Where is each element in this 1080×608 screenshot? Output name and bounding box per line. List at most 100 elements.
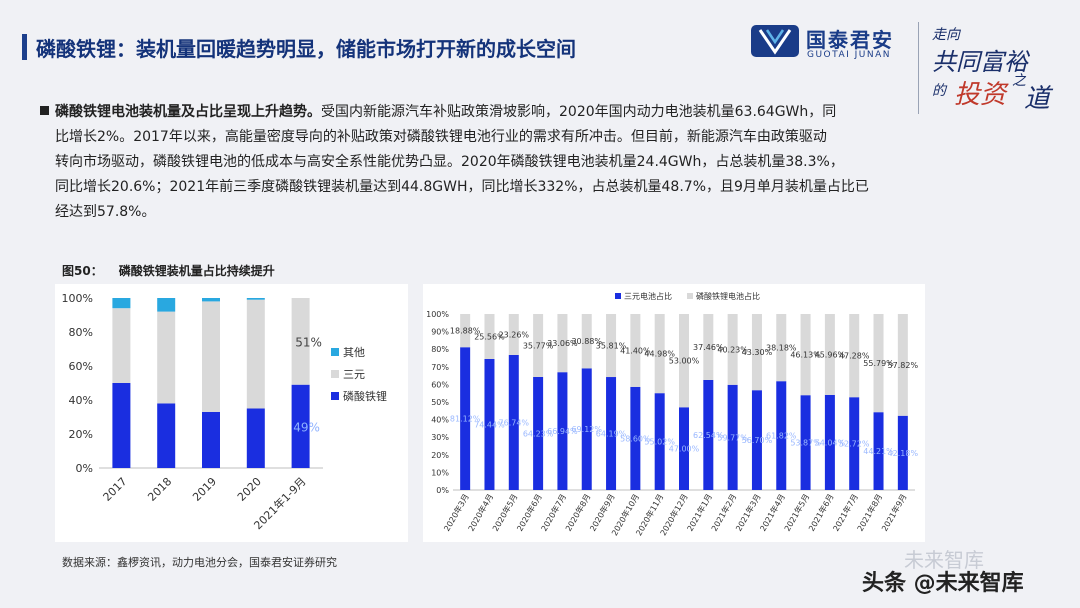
bullet-square-icon xyxy=(40,106,49,115)
y-tick-label: 60% xyxy=(431,380,449,389)
monthly-share-chart: 0% 10% 20% 30% 40% 50% 60% 70% 80% 90% 100% 三元电池占比 磷… xyxy=(426,291,919,537)
x-tick-label: 2018 xyxy=(145,475,174,504)
bar-segment xyxy=(703,314,714,380)
data-label: 44.21% xyxy=(863,447,894,456)
y-tick-label: 10% xyxy=(431,468,449,477)
bar-segment xyxy=(654,314,665,394)
bar-segment xyxy=(727,384,738,490)
bar-segment xyxy=(800,395,811,490)
slogan-part-1: 走向 xyxy=(932,27,960,43)
y-tick-label: 100% xyxy=(426,310,449,319)
logo-mark-icon xyxy=(751,25,799,57)
y-tick-label: 100% xyxy=(62,292,93,305)
bar-segment xyxy=(246,298,265,300)
slogan-part-2: 共同富裕 xyxy=(932,48,1028,76)
bar-segment xyxy=(202,411,220,468)
data-label: 44.98% xyxy=(644,350,675,359)
bar-segment xyxy=(484,314,495,359)
data-label: 58.60% xyxy=(620,434,651,443)
data-label: 38.18% xyxy=(766,344,797,353)
slogan-part-3: 的 xyxy=(932,83,946,99)
guotai-junan-logo: 国泰君安 GUOTAI JUNAN xyxy=(750,22,910,62)
slogan-part-4: 投资 xyxy=(954,80,1007,110)
data-label: 53.00% xyxy=(669,357,700,366)
data-label: 76.74% xyxy=(499,418,530,427)
data-label: 35.77% xyxy=(523,341,554,350)
data-label: 62.54% xyxy=(693,431,724,440)
data-label: 43.30% xyxy=(742,348,773,357)
data-label: 74.44% xyxy=(474,420,505,429)
data-label: 23.26% xyxy=(499,330,530,339)
bar-segment xyxy=(606,377,617,490)
bar-segment xyxy=(581,314,592,369)
bar-segment xyxy=(157,403,176,468)
bar-segment xyxy=(849,397,860,490)
legend-swatch xyxy=(331,392,339,400)
data-label: 56.70% xyxy=(742,436,773,445)
bar-segment xyxy=(824,314,835,395)
bar-segment xyxy=(751,390,762,490)
data-label: 41.40% xyxy=(620,346,651,355)
data-label: 59.77% xyxy=(717,433,748,442)
y-tick-label: 40% xyxy=(431,416,449,425)
legend-swatch xyxy=(687,293,693,299)
logo-text-cn: 国泰君安 xyxy=(806,28,894,52)
bar-segment xyxy=(484,358,495,490)
title-accent-bar xyxy=(22,34,27,60)
legend-label: 磷酸铁锂 xyxy=(343,389,387,403)
data-label: 64.23% xyxy=(523,429,554,438)
data-label: 18.88% xyxy=(450,327,481,336)
y-tick-label: 50% xyxy=(431,398,449,407)
watermark-account: 头条 @未来智库 xyxy=(862,571,1024,596)
slogan-part-5: 之 xyxy=(1012,73,1026,89)
legend-label: 其他 xyxy=(343,346,365,359)
paragraph-line-1: 磷酸铁锂电池装机量及占比呈现上升趋势。受国内新能源汽车补贴政策滑坡影响，2020… xyxy=(40,100,1040,125)
paragraph-line-2: 比增长2%。2017年以来，高能量密度导向的补贴政策对磷酸铁锂电池行业的需求有所… xyxy=(55,129,827,145)
data-label: 53.87% xyxy=(790,439,821,448)
data-label: 55.02% xyxy=(644,438,675,447)
bar-segment xyxy=(630,386,641,490)
bar-segment xyxy=(776,314,787,382)
bar-segment xyxy=(654,393,665,490)
logo-text-en: GUOTAI JUNAN xyxy=(807,50,891,60)
bar-segment xyxy=(533,314,544,377)
y-tick-label: 40% xyxy=(69,394,93,407)
legend-label: 磷酸铁锂电池占比 xyxy=(696,291,760,301)
y-tick-label: 30% xyxy=(431,433,449,442)
bar-segment xyxy=(246,408,265,468)
y-tick-label: 0% xyxy=(436,486,449,495)
legend-label: 三元电池占比 xyxy=(624,291,672,301)
data-label: 57.82% xyxy=(888,361,919,370)
data-label: 25.56% xyxy=(474,332,505,341)
bar-segment xyxy=(157,311,176,404)
y-tick-label: 90% xyxy=(431,328,449,337)
data-label: 37.46% xyxy=(693,343,724,352)
data-label: 81.12% xyxy=(450,415,481,424)
bar-segment xyxy=(679,314,689,408)
bar-segment xyxy=(112,308,131,383)
bar-segment xyxy=(557,314,568,373)
slogan-part-6: 道 xyxy=(1024,84,1051,114)
y-tick-label: 60% xyxy=(69,360,93,373)
bar-segment xyxy=(630,314,641,387)
paragraph-line-4: 同比增长20.6%；2021年前三季度磷酸铁锂装机量达到44.8GWH，同比增长… xyxy=(55,179,869,195)
legend-label: 三元 xyxy=(343,368,365,381)
data-label: 69.12% xyxy=(571,425,602,434)
bar-segment xyxy=(606,314,617,378)
x-tick-label: 2020 xyxy=(235,475,264,504)
bar-segment xyxy=(533,376,544,490)
bar-segment xyxy=(776,381,787,490)
title-bar: 磷酸铁锂：装机量回暖趋势明显，储能市场打开新的成长空间 国泰君安 GUOTAI … xyxy=(0,0,1080,114)
y-tick-label: 20% xyxy=(431,451,449,460)
y-tick-label: 80% xyxy=(69,326,93,339)
x-tick-label: 2020年3月 xyxy=(442,492,471,533)
data-label: 47.00% xyxy=(669,445,700,454)
y-tick-label: 80% xyxy=(431,345,449,354)
figure-title: 磷酸铁锂装机量占比持续提升 xyxy=(118,264,275,278)
bar-segment xyxy=(202,301,220,412)
paragraph-line-3: 转向市场驱动，磷酸铁锂电池的低成本与高安全系性能优势凸显。2020年磷酸铁锂电池… xyxy=(55,154,844,170)
data-label: 66.94% xyxy=(547,427,578,436)
y-tick-label: 0% xyxy=(76,462,93,475)
data-label: 54.04% xyxy=(815,438,846,447)
